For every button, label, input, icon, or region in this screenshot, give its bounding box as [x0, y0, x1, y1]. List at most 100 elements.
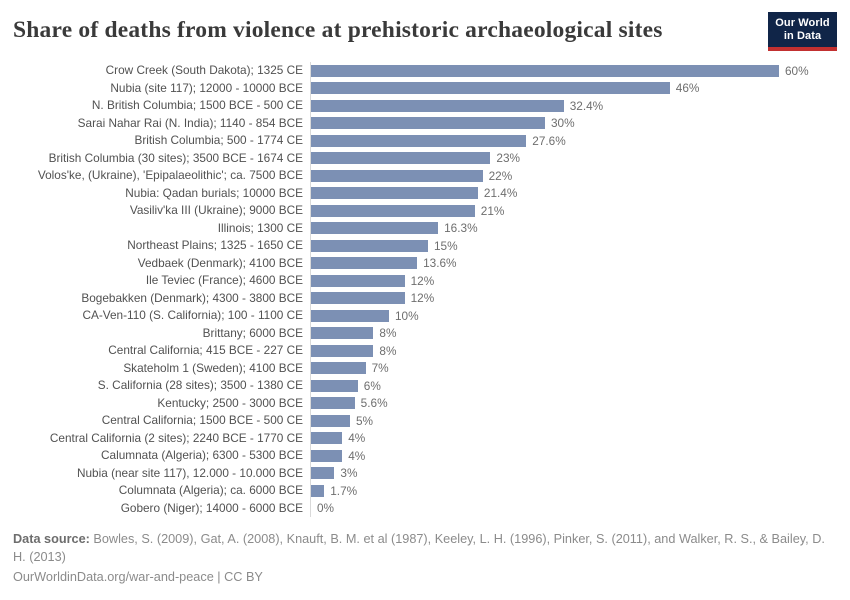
plot-area: 5% — [310, 412, 850, 430]
value-label: 27.6% — [532, 133, 566, 148]
category-label: Bogebakken (Denmark); 4300 - 3800 BCE — [81, 290, 303, 305]
value-label: 13.6% — [423, 256, 457, 271]
value-label: 60% — [785, 63, 809, 78]
value-label: 15% — [434, 238, 458, 253]
chart-row: N. British Columbia; 1500 BCE - 500 CE 32… — [0, 97, 850, 115]
bar — [311, 169, 483, 182]
plot-area: 32.4% — [310, 97, 850, 115]
chart-row: British Columbia; 500 - 1774 CE 27.6% — [0, 132, 850, 150]
header: Share of deaths from violence at prehist… — [13, 12, 837, 51]
chart-row: Central California; 1500 BCE - 500 CE 5% — [0, 412, 850, 430]
category-label: Sarai Nahar Rai (N. India); 1140 - 854 B… — [77, 115, 303, 130]
plot-area: 8% — [310, 342, 850, 360]
bar — [311, 82, 670, 95]
chart-row: Sarai Nahar Rai (N. India); 1140 - 854 B… — [0, 114, 850, 132]
category-label: Vedbaek (Denmark); 4100 BCE — [137, 255, 303, 270]
bar — [311, 117, 545, 130]
bar — [311, 134, 527, 147]
value-label: 0% — [317, 501, 335, 516]
plot-area: 21.4% — [310, 184, 850, 202]
value-label: 30% — [551, 116, 575, 131]
plot-area: 4% — [310, 429, 850, 447]
category-label: Kentucky; 2500 - 3000 BCE — [157, 395, 303, 410]
plot-area: 4% — [310, 447, 850, 465]
bar — [311, 397, 355, 410]
value-label: 12% — [410, 273, 435, 288]
category-label: Nubia: Qadan burials; 10000 BCE — [125, 185, 303, 200]
category-label: Central California; 1500 BCE - 500 CE — [101, 413, 303, 427]
plot-area: 8% — [310, 324, 850, 342]
bar — [311, 187, 478, 200]
value-label: 8% — [379, 343, 397, 358]
plot-area: 22% — [310, 167, 850, 185]
chart-row: British Columbia (30 sites); 3500 BCE - … — [0, 149, 850, 167]
chart-row: Ile Teviec (France); 4600 BCE 12% — [0, 272, 850, 290]
chart-row: Nubia (site 117); 12000 - 10000 BCE 46% — [0, 79, 850, 97]
value-label: 7% — [371, 361, 389, 376]
plot-area: 5.6% — [310, 394, 850, 412]
chart-row: Calumnata (Algeria); 6300 - 5300 BCE 4% — [0, 447, 850, 465]
value-label: 5% — [356, 413, 374, 428]
data-source-label: Data source: — [13, 532, 90, 546]
plot-area: 30% — [310, 114, 850, 132]
chart-row: Kentucky; 2500 - 3000 BCE 5.6% — [0, 394, 850, 412]
data-source-text: Bowles, S. (2009), Gat, A. (2008), Knauf… — [13, 532, 825, 564]
bar — [311, 64, 779, 77]
category-label: N. British Columbia; 1500 BCE - 500 CE — [91, 98, 303, 112]
bar — [311, 432, 343, 445]
bar-chart: Crow Creek (South Dakota); 1325 CE 60% Nub… — [0, 62, 850, 517]
value-label: 5.6% — [360, 396, 388, 411]
owid-logo-line2: in Data — [783, 30, 822, 42]
category-label: CA-Ven-110 (S. California); 100 - 1100 C… — [82, 308, 303, 322]
category-label: Volos'ke, (Ukraine), 'Epipalaeolithic'; … — [37, 168, 303, 182]
plot-area: 6% — [310, 377, 850, 395]
chart-row: Nubia (near site 117), 12.000 - 10.000 B… — [0, 464, 850, 482]
bar — [311, 327, 374, 340]
category-label: Central California (2 sites); 2240 BCE -… — [49, 430, 303, 445]
footer: Data source: Bowles, S. (2009), Gat, A. … — [13, 531, 837, 587]
plot-area: 27.6% — [310, 132, 850, 150]
category-label: Vasiliv'ka III (Ukraine); 9000 BCE — [129, 203, 303, 217]
category-label: Columnata (Algeria); ca. 6000 BCE — [118, 483, 303, 497]
chart-row: Central California; 415 BCE - 227 CE 8% — [0, 342, 850, 360]
chart-row: Skateholm 1 (Sweden); 4100 BCE 7% — [0, 359, 850, 377]
category-label: Nubia (site 117); 12000 - 10000 BCE — [110, 80, 303, 95]
value-label: 21% — [480, 203, 505, 218]
chart-row: Brittany; 6000 BCE 8% — [0, 324, 850, 342]
chart-row: Columnata (Algeria); ca. 6000 BCE 1.7% — [0, 482, 850, 500]
chart-row: Nubia: Qadan burials; 10000 BCE 21.4% — [0, 184, 850, 202]
bar — [311, 362, 366, 375]
plot-area: 60% — [310, 62, 850, 80]
attribution-url: OurWorldinData.org/war-and-peace | CC BY — [13, 570, 263, 584]
value-label: 12% — [410, 291, 435, 306]
plot-area: 15% — [310, 237, 850, 255]
category-label: British Columbia (30 sites); 3500 BCE - … — [48, 150, 303, 165]
value-label: 16.3% — [444, 221, 478, 236]
owid-logo: Our World in Data — [768, 12, 837, 51]
plot-area: 12% — [310, 289, 850, 307]
value-label: 6% — [363, 378, 381, 393]
bar — [311, 204, 475, 217]
bar — [311, 274, 405, 287]
bar — [311, 379, 358, 392]
bar — [311, 484, 325, 497]
plot-area: 12% — [310, 272, 850, 290]
category-label: British Columbia; 500 - 1774 CE — [134, 133, 303, 147]
category-label: Calumnata (Algeria); 6300 - 5300 BCE — [101, 448, 303, 462]
owid-logo-line1: Our World — [775, 17, 830, 29]
plot-area: 3% — [310, 464, 850, 482]
chart-row: Volos'ke, (Ukraine), 'Epipalaeolithic'; … — [0, 167, 850, 185]
bar — [311, 414, 350, 427]
category-label: Central California; 415 BCE - 227 CE — [108, 343, 303, 357]
value-label: 32.4% — [569, 98, 604, 113]
bar — [311, 257, 418, 270]
plot-area: 7% — [310, 359, 850, 377]
bar — [311, 239, 428, 252]
plot-area: 46% — [310, 79, 850, 97]
bar — [311, 309, 389, 322]
chart-row: Gobero (Niger); 14000 - 6000 BCE 0% — [0, 499, 850, 517]
value-label: 1.7% — [330, 483, 358, 498]
category-label: Gobero (Niger); 14000 - 6000 BCE — [120, 500, 303, 515]
bar — [311, 222, 439, 235]
